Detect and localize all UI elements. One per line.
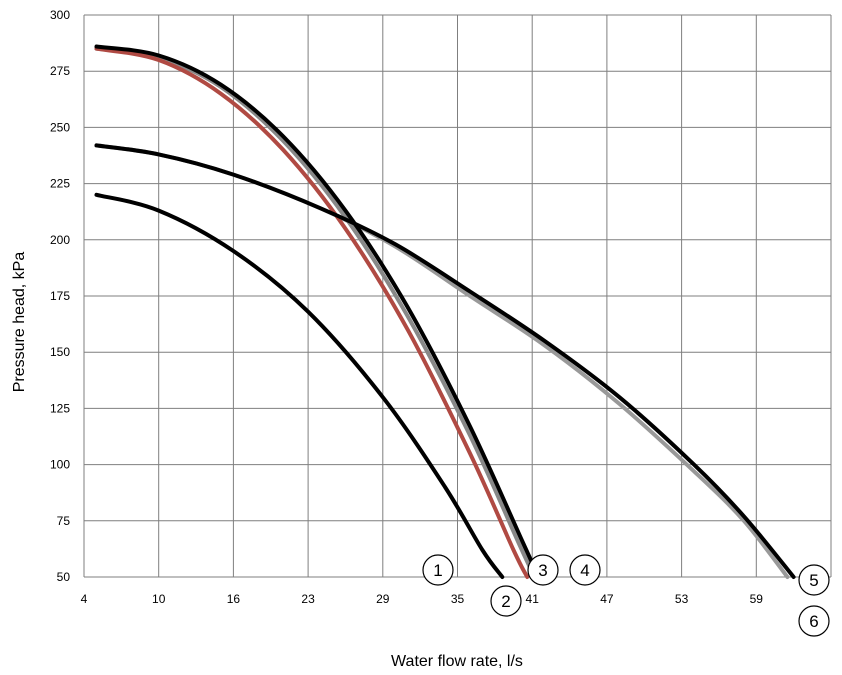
x-tick-label: 10: [152, 592, 166, 606]
tick-labels: 4 10 16 23 29 35 41 47 53 59507510012515017520022…: [50, 8, 763, 606]
series-line-2: [94, 46, 530, 579]
x-tick-label: 29: [376, 592, 390, 606]
y-tick-label: 50: [57, 570, 71, 584]
series-lines: [94, 44, 796, 579]
y-tick-label: 75: [57, 514, 71, 528]
x-tick-label: 47: [600, 592, 614, 606]
marker-circle: [798, 564, 830, 596]
x-tick-label: 4: [81, 592, 88, 606]
y-tick-label: 300: [50, 8, 70, 22]
x-tick-label: 16: [227, 592, 241, 606]
x-tick-label: 23: [301, 592, 315, 606]
marker-circle: [798, 605, 830, 637]
marker-circle: [422, 554, 454, 586]
curve-markers: 1 2 3 4 5 6: [422, 554, 830, 637]
curve-marker-1: 1: [422, 554, 454, 586]
marker-circle: [490, 585, 522, 617]
marker-label: 5: [809, 571, 818, 590]
curve-marker-3: 3: [527, 554, 559, 586]
curve-marker-2: 2: [490, 585, 522, 617]
y-tick-label: 175: [50, 289, 70, 303]
curve-marker-4: 4: [569, 554, 601, 586]
marker-label: 1: [433, 561, 442, 580]
y-tick-label: 100: [50, 458, 70, 472]
y-tick-label: 275: [50, 64, 70, 78]
x-tick-label: 41: [526, 592, 540, 606]
x-axis-title: Water flow rate, l/s: [391, 653, 523, 670]
y-tick-label: 150: [50, 345, 70, 359]
marker-label: 6: [809, 612, 818, 631]
series-line-4: [94, 44, 541, 579]
marker-circle: [527, 554, 559, 586]
marker-circle: [569, 554, 601, 586]
marker-label: 3: [538, 561, 547, 580]
marker-label: 4: [580, 561, 589, 580]
curve-marker-6: 6: [798, 605, 830, 637]
series-line-3: [94, 46, 537, 579]
grid: [83, 14, 832, 578]
y-axis-title: Pressure head, kPa: [11, 252, 28, 393]
x-tick-label: 53: [675, 592, 689, 606]
y-tick-label: 200: [50, 233, 70, 247]
series-line-5: [94, 143, 796, 579]
x-tick-label: 35: [451, 592, 465, 606]
y-tick-label: 125: [50, 401, 70, 415]
y-tick-label: 250: [50, 120, 70, 134]
marker-label: 2: [501, 592, 510, 611]
y-tick-label: 225: [50, 177, 70, 191]
series-line-6: [94, 143, 790, 579]
x-tick-label: 59: [750, 592, 764, 606]
series-line-1: [94, 192, 505, 579]
curve-marker-5: 5: [798, 564, 830, 596]
